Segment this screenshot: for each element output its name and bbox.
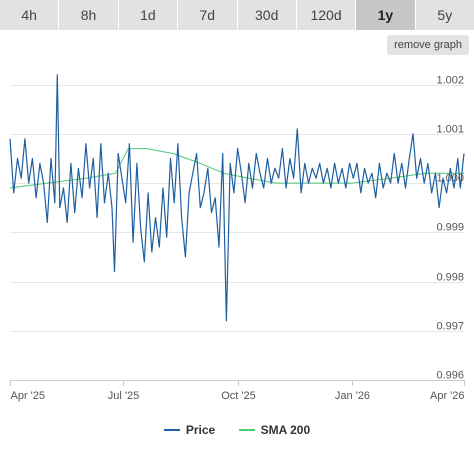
legend: Price SMA 200: [0, 420, 474, 437]
x-tick-label: Jul '25: [108, 390, 139, 402]
legend-item-sma-200[interactable]: SMA 200: [238, 423, 311, 437]
y-tick-label: 1.002: [436, 75, 464, 87]
tab-30d[interactable]: 30d: [237, 0, 297, 30]
x-axis: Apr '25 Jul '25 Oct '25 Jan '26 Apr '26: [10, 380, 465, 402]
legend-item-price[interactable]: Price: [163, 423, 216, 437]
tab-1y[interactable]: 1y: [356, 0, 416, 30]
timeframe-tabs: 4h 8h 1d 7d 30d 120d 1y 5y: [0, 0, 474, 30]
x-tick-label: Jan '26: [335, 390, 370, 402]
y-tick-label: 0.999: [436, 222, 464, 234]
tab-1d[interactable]: 1d: [118, 0, 179, 30]
tab-7d[interactable]: 7d: [178, 0, 238, 30]
tab-5y[interactable]: 5y: [415, 0, 474, 30]
tab-120d[interactable]: 120d: [296, 0, 357, 30]
tab-4h[interactable]: 4h: [0, 0, 60, 30]
x-tick-label: Oct '25: [221, 390, 256, 402]
x-tick-label: Apr '26: [430, 390, 465, 402]
legend-label-sma-200: SMA 200: [260, 423, 311, 437]
sma-swatch: [238, 429, 255, 431]
legend-label-price: Price: [185, 423, 216, 437]
series: [9, 74, 465, 322]
price-line: [9, 74, 465, 322]
y-tick-label: 0.998: [436, 272, 464, 284]
tab-8h[interactable]: 8h: [59, 0, 119, 30]
y-tick-label: 0.997: [436, 321, 464, 333]
price-swatch: [163, 429, 180, 431]
sma-200-line: [9, 148, 464, 189]
x-tick-label: Apr '25: [11, 390, 46, 402]
grid: [10, 85, 464, 381]
y-tick-label: 1.001: [436, 124, 464, 136]
y-tick-label: 0.996: [436, 370, 464, 382]
remove-graph-button[interactable]: remove graph: [387, 35, 469, 55]
